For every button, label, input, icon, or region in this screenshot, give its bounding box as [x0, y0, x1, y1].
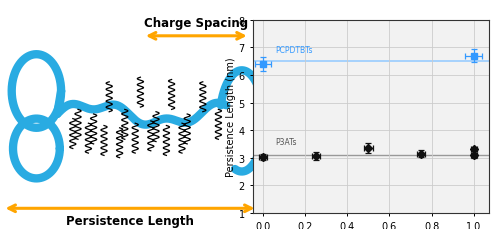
Y-axis label: Persistence Length (nm): Persistence Length (nm) — [226, 57, 236, 176]
Text: Charge Spacing: Charge Spacing — [144, 17, 248, 30]
Text: PCPDTBTs: PCPDTBTs — [276, 46, 313, 55]
Text: P3ATs: P3ATs — [276, 137, 297, 147]
Text: Persistence Length: Persistence Length — [66, 214, 194, 227]
